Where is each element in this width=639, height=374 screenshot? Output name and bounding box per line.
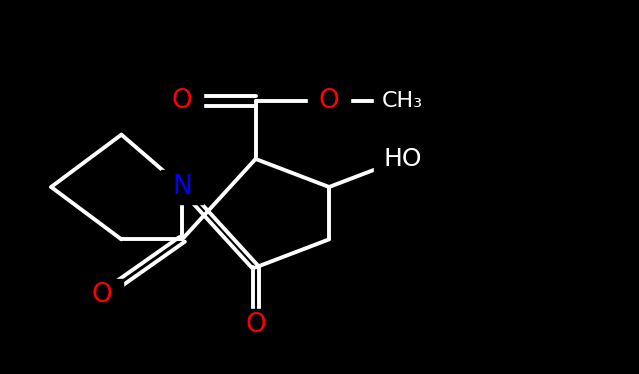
Bar	[374, 84, 431, 118]
Text: HO: HO	[383, 147, 422, 171]
Bar	[161, 170, 203, 204]
Bar	[235, 309, 277, 342]
Bar	[161, 84, 203, 118]
Text: O: O	[319, 88, 339, 114]
Bar	[82, 279, 123, 312]
Text: CH₃: CH₃	[382, 91, 423, 111]
Text: O: O	[245, 312, 266, 338]
Text: N: N	[173, 174, 192, 200]
Bar	[374, 142, 431, 176]
Text: O: O	[92, 282, 112, 309]
Bar	[309, 84, 350, 118]
Text: O: O	[172, 88, 192, 114]
